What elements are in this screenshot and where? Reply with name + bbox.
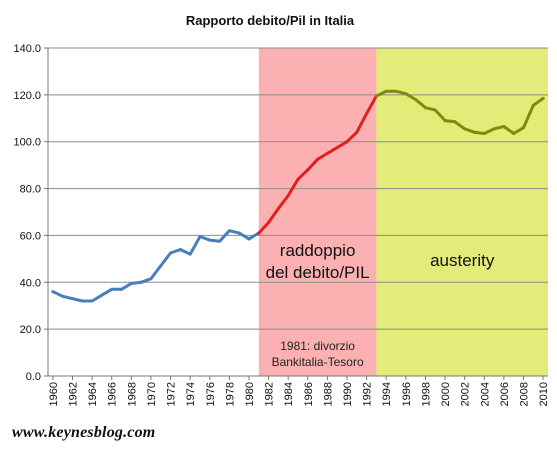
data-point bbox=[110, 287, 114, 291]
x-tick-label: 1962 bbox=[68, 382, 80, 406]
data-point bbox=[227, 229, 231, 233]
data-point bbox=[61, 294, 65, 298]
data-point bbox=[374, 94, 378, 98]
annotation-doubling-line1: raddoppio bbox=[280, 241, 356, 260]
x-tick-label: 1966 bbox=[107, 382, 119, 406]
shaded-region-1 bbox=[376, 48, 548, 376]
data-point bbox=[80, 299, 84, 303]
annotation-austerity: austerity bbox=[430, 251, 495, 270]
data-point bbox=[531, 103, 535, 107]
data-point bbox=[71, 297, 75, 301]
data-point bbox=[237, 231, 241, 235]
x-tick-label: 1996 bbox=[401, 382, 413, 406]
data-point bbox=[276, 206, 280, 210]
data-point bbox=[286, 194, 290, 198]
data-point bbox=[521, 126, 525, 130]
data-point bbox=[139, 280, 143, 284]
data-point bbox=[198, 235, 202, 239]
data-point bbox=[365, 112, 369, 116]
y-tick-label: 60.0 bbox=[20, 230, 41, 242]
data-point bbox=[325, 151, 329, 155]
x-tick-label: 2000 bbox=[440, 382, 452, 406]
data-point bbox=[404, 92, 408, 96]
data-point bbox=[492, 127, 496, 131]
footer-url[interactable]: www.keynesblog.com bbox=[12, 424, 156, 441]
data-point bbox=[355, 130, 359, 134]
y-tick-label: 40.0 bbox=[20, 277, 41, 289]
y-tick-label: 0.0 bbox=[26, 371, 41, 383]
x-tick-label: 2004 bbox=[479, 382, 491, 406]
x-tick-label: 1976 bbox=[205, 382, 217, 406]
data-point bbox=[149, 277, 153, 281]
x-tick-label: 1974 bbox=[185, 382, 197, 406]
data-point bbox=[257, 231, 261, 235]
x-tick-label: 1978 bbox=[224, 382, 236, 406]
data-point bbox=[208, 238, 212, 242]
x-tick-label: 1982 bbox=[264, 382, 276, 406]
data-point bbox=[453, 120, 457, 124]
x-tick-label: 2002 bbox=[460, 382, 472, 406]
annotation-divorce-line2: Bankitalia-Tesoro bbox=[272, 355, 364, 369]
series-line-2 bbox=[374, 89, 545, 135]
data-point bbox=[472, 130, 476, 134]
x-tick-label: 1970 bbox=[146, 382, 158, 406]
annotation-doubling-line2: del debito/PIL bbox=[266, 263, 370, 282]
data-point bbox=[482, 132, 486, 136]
data-point bbox=[433, 108, 437, 112]
x-tick-label: 2006 bbox=[499, 382, 511, 406]
series-line-0 bbox=[51, 229, 261, 303]
x-tick-label: 1968 bbox=[126, 382, 138, 406]
data-point bbox=[129, 281, 133, 285]
y-tick-label: 20.0 bbox=[20, 324, 41, 336]
data-point bbox=[541, 96, 545, 100]
data-point bbox=[414, 98, 418, 102]
data-point bbox=[306, 168, 310, 172]
x-tick-label: 1992 bbox=[362, 382, 374, 406]
data-point bbox=[502, 124, 506, 128]
data-point bbox=[169, 251, 173, 255]
x-tick-label: 1972 bbox=[166, 382, 178, 406]
y-tick-label: 80.0 bbox=[20, 184, 41, 196]
x-tick-label: 1980 bbox=[244, 382, 256, 406]
data-point bbox=[120, 287, 124, 291]
x-tick-label: 2008 bbox=[518, 382, 530, 406]
data-point bbox=[384, 89, 388, 93]
chart-title: Rapporto debito/Pil in Italia bbox=[186, 13, 355, 28]
data-point bbox=[394, 89, 398, 93]
data-point bbox=[159, 264, 163, 268]
data-point bbox=[316, 157, 320, 161]
x-tick-label: 1994 bbox=[381, 382, 393, 406]
x-tick-label: 1984 bbox=[283, 382, 295, 406]
data-point bbox=[345, 140, 349, 144]
y-tick-label: 120.0 bbox=[13, 90, 41, 102]
data-point bbox=[335, 146, 339, 150]
data-point bbox=[512, 132, 516, 136]
annotation-divorce-line1: 1981: divorzio bbox=[280, 339, 355, 353]
x-tick-label: 1990 bbox=[342, 382, 354, 406]
y-tick-label: 100.0 bbox=[13, 137, 41, 149]
x-tick-label: 1998 bbox=[420, 382, 432, 406]
shaded-region-0 bbox=[258, 48, 377, 376]
data-point bbox=[296, 177, 300, 181]
x-tick-label: 1960 bbox=[48, 382, 60, 406]
data-point bbox=[218, 239, 222, 243]
data-point bbox=[178, 247, 182, 251]
x-tick-label: 1986 bbox=[303, 382, 315, 406]
data-point bbox=[247, 237, 251, 241]
data-point bbox=[443, 119, 447, 123]
data-point bbox=[90, 299, 94, 303]
data-point bbox=[423, 106, 427, 110]
x-tick-label: 1988 bbox=[322, 382, 334, 406]
y-tick-label: 140.0 bbox=[13, 43, 41, 55]
x-tick-label: 2010 bbox=[538, 382, 550, 406]
data-point bbox=[51, 290, 55, 294]
data-point bbox=[463, 127, 467, 131]
data-point bbox=[267, 221, 271, 225]
x-tick-label: 1964 bbox=[87, 382, 99, 406]
data-point bbox=[100, 293, 104, 297]
data-point bbox=[188, 252, 192, 256]
